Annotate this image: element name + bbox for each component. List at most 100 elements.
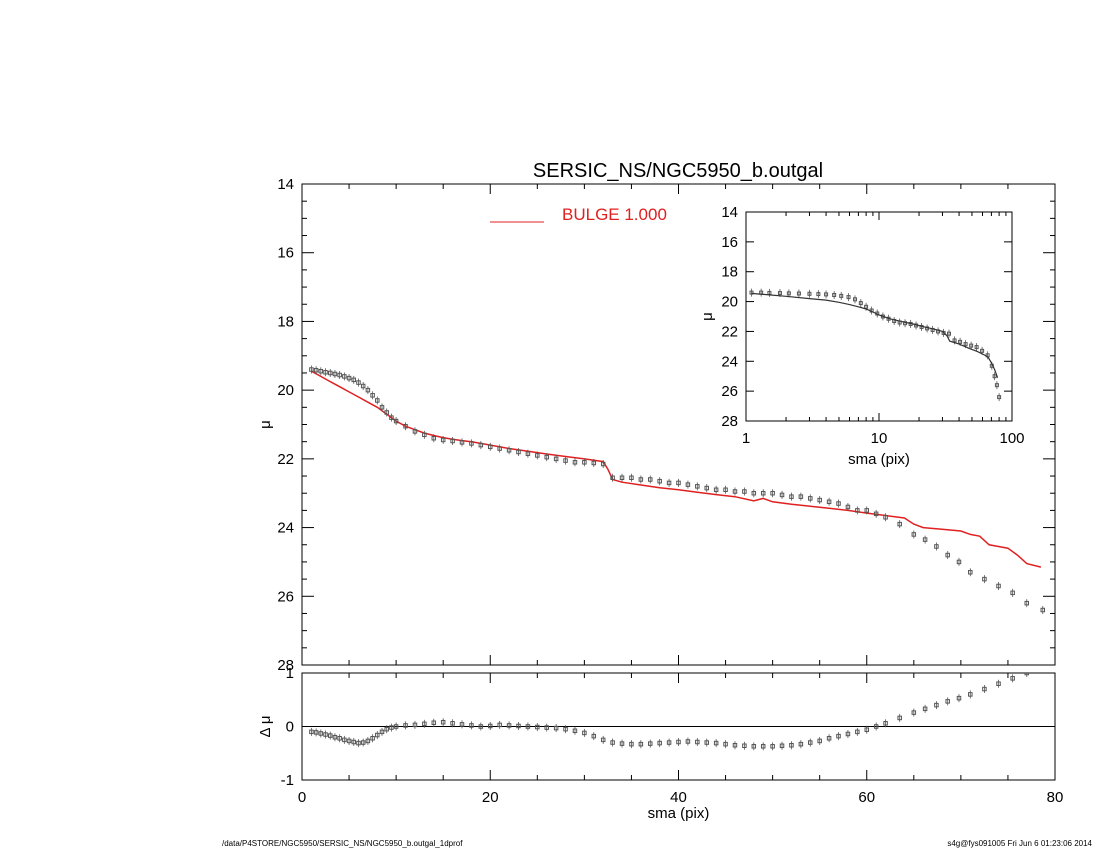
inset-log-data-point	[839, 293, 844, 298]
residuals-data-point	[996, 681, 1001, 686]
main-profile-data-point	[911, 532, 917, 537]
main-profile-data-point	[591, 460, 597, 466]
inset-log-ytick-label: 26	[721, 383, 738, 400]
residuals-data-point	[742, 743, 747, 749]
residuals-xtick-label: 40	[670, 789, 687, 806]
main-profile-data-point	[945, 552, 950, 558]
residuals-data-point	[431, 720, 437, 726]
inset-log-xtick-label: 10	[871, 430, 888, 447]
main-profile-data-point	[873, 511, 879, 517]
main-profile-data-point	[356, 380, 361, 385]
residuals-ylabel: Δ μ	[257, 715, 274, 737]
main-profile-ytick-label: 18	[277, 313, 294, 330]
main-profile-data-point	[318, 368, 324, 374]
inset-log-data-point	[952, 338, 957, 343]
main-profile-data-point	[346, 375, 352, 381]
footer-path: /data/P4STORE/NGC5950/SERSIC_NS/NGC5950_…	[222, 839, 463, 848]
residuals-data-point	[582, 730, 587, 736]
residuals-data-point	[313, 730, 319, 735]
main-profile-data-point	[610, 475, 615, 481]
residuals-data-point	[506, 723, 512, 728]
inset-log-data-point	[786, 291, 791, 296]
main-profile-ytick-label: 28	[277, 657, 294, 674]
residuals-data-point	[450, 721, 455, 726]
inset-log-data-point	[864, 304, 869, 309]
main-profile-data-point	[516, 449, 521, 455]
inset-log-data-point	[969, 343, 974, 348]
residuals-data-point	[370, 736, 375, 741]
main-profile-data-point	[553, 456, 559, 462]
residuals-data-point	[389, 725, 394, 730]
main-profile-data-point	[855, 508, 860, 513]
residuals-data-point	[525, 724, 531, 729]
inset-log-frame	[745, 211, 1013, 422]
main-profile-data-point	[309, 367, 314, 372]
residuals-data-point	[897, 715, 902, 721]
inset-log-data-point	[963, 342, 968, 347]
main-profile-data-point	[1024, 600, 1030, 606]
residuals-data-point	[309, 729, 314, 735]
residuals-data-point	[563, 726, 568, 732]
main-profile-data-point	[393, 418, 399, 424]
main-profile-data-point	[864, 508, 869, 513]
residuals-data-point	[360, 740, 366, 745]
residuals-data-point	[327, 733, 333, 738]
residuals-data-point	[610, 740, 615, 745]
main-profile-data-point	[440, 437, 446, 443]
main-profile-data-point	[459, 440, 465, 445]
residuals-xtick-label: 20	[482, 789, 499, 806]
inset-log-data-point	[974, 345, 979, 350]
inset-log-data-point	[852, 297, 857, 302]
residuals-data-point	[440, 719, 446, 725]
main-profile-data-point	[779, 492, 785, 498]
main-profile-data-point	[365, 387, 371, 393]
residuals-data-point	[732, 742, 738, 748]
main-profile-data-point	[384, 410, 389, 415]
residuals-data-point	[817, 738, 822, 744]
main-profile-data-point	[713, 487, 719, 493]
residuals-data-point	[968, 692, 973, 697]
residuals-data-point	[379, 729, 385, 735]
residuals-data-point	[789, 742, 794, 748]
residuals-data-point	[770, 744, 775, 749]
main-profile-data-point	[732, 489, 738, 494]
chart-title: SERSIC_NS/NGC5950_b.outgal	[533, 160, 823, 182]
main-profile-data-point	[1040, 607, 1046, 613]
main-profile-data-point	[582, 460, 587, 465]
residuals-xtick-label: 80	[1047, 789, 1064, 806]
main-profile-data-point	[845, 504, 851, 510]
main-profile-data-point	[982, 576, 987, 582]
main-profile-data-point	[685, 482, 691, 487]
residuals-data-point	[855, 729, 860, 735]
inset-log-series-1-line	[751, 292, 999, 378]
main-profile-data-point	[638, 477, 644, 482]
inset-log-data-point	[816, 292, 821, 297]
main-profile-data-point	[379, 405, 385, 410]
main-profile-data-point	[760, 490, 766, 496]
residuals-data-point	[323, 732, 328, 737]
main-profile-ytick-label: 24	[277, 520, 294, 537]
main-profile-data-point	[563, 458, 568, 463]
residuals-data-point	[779, 743, 785, 749]
inset-log-data-point	[777, 291, 782, 296]
main-profile-data-point	[450, 438, 455, 444]
main-profile-data-point	[535, 453, 540, 458]
main-profile-data-point	[996, 583, 1001, 589]
residuals-data-point	[956, 695, 962, 701]
main-profile-ylabel: μ	[257, 420, 274, 429]
main-profile-data-point	[789, 494, 794, 499]
residuals-data-point	[873, 724, 879, 729]
residuals-data-point	[676, 739, 681, 745]
residuals-data-point	[469, 723, 474, 728]
inset-log-data-point	[832, 293, 837, 298]
inset-log-data-point	[846, 295, 851, 300]
residuals-data-point	[798, 741, 804, 747]
main-profile-data-point	[332, 371, 338, 377]
residuals-data-point	[365, 738, 371, 744]
residuals-data-point	[685, 739, 691, 744]
main-profile-data-point	[808, 496, 813, 501]
residuals-data-point	[629, 741, 634, 747]
main-profile-data-point	[676, 480, 681, 486]
inset-log-ytick-label: 24	[721, 353, 738, 370]
legend-label: BULGE 1.000	[562, 205, 667, 224]
